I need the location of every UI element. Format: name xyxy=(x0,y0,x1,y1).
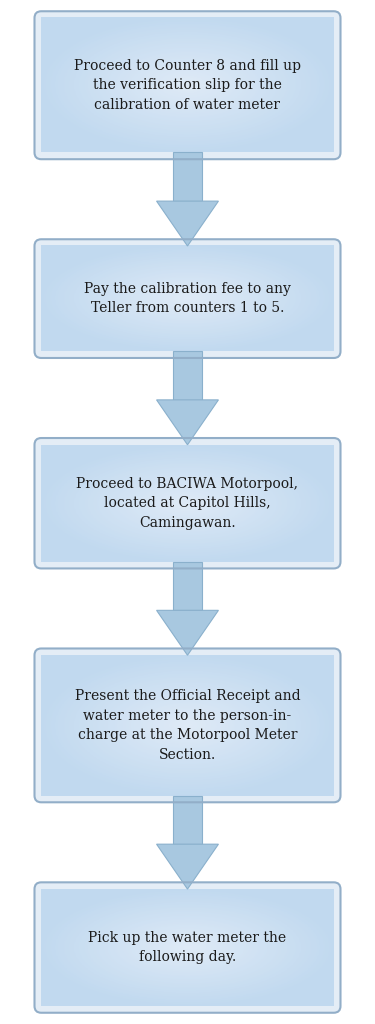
Text: Present the Official Receipt and
water meter to the person-in-
charge at the Mot: Present the Official Receipt and water m… xyxy=(75,689,300,762)
Polygon shape xyxy=(157,610,218,655)
FancyBboxPatch shape xyxy=(34,648,340,802)
Polygon shape xyxy=(157,399,218,444)
Polygon shape xyxy=(173,153,202,201)
Text: Proceed to Counter 8 and fill up
the verification slip for the
calibration of wa: Proceed to Counter 8 and fill up the ver… xyxy=(74,58,301,112)
FancyBboxPatch shape xyxy=(34,883,340,1013)
Polygon shape xyxy=(157,844,218,889)
Polygon shape xyxy=(157,201,218,246)
Text: Pick up the water meter the
following day.: Pick up the water meter the following da… xyxy=(88,931,286,965)
FancyBboxPatch shape xyxy=(34,11,340,159)
Text: Proceed to BACIWA Motorpool,
located at Capitol Hills,
Camingawan.: Proceed to BACIWA Motorpool, located at … xyxy=(76,477,298,529)
Polygon shape xyxy=(173,351,202,399)
FancyBboxPatch shape xyxy=(34,240,340,358)
Text: Pay the calibration fee to any
Teller from counters 1 to 5.: Pay the calibration fee to any Teller fr… xyxy=(84,282,291,315)
Polygon shape xyxy=(173,796,202,844)
Polygon shape xyxy=(173,562,202,610)
FancyBboxPatch shape xyxy=(34,438,340,568)
